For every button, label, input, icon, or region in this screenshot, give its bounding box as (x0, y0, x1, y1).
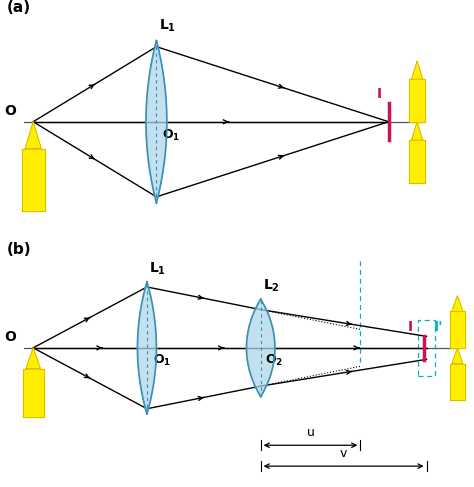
Text: (b): (b) (7, 242, 32, 257)
Text: $\mathbf{L_1}$: $\mathbf{L_1}$ (149, 260, 166, 277)
Text: O: O (5, 104, 17, 118)
Polygon shape (23, 369, 44, 417)
Text: (a): (a) (7, 0, 31, 15)
Polygon shape (26, 348, 40, 369)
Polygon shape (246, 299, 275, 396)
Text: I': I' (434, 320, 443, 334)
Polygon shape (22, 149, 45, 211)
Polygon shape (411, 61, 423, 79)
Text: $\mathbf{L_2}$: $\mathbf{L_2}$ (263, 278, 280, 294)
Text: v: v (340, 447, 347, 460)
Polygon shape (410, 140, 425, 183)
Polygon shape (452, 348, 463, 363)
Text: $\mathbf{L_1}$: $\mathbf{L_1}$ (159, 18, 176, 35)
Text: $\mathbf{O_1}$: $\mathbf{O_1}$ (153, 353, 171, 368)
Polygon shape (411, 122, 423, 140)
Text: $\mathbf{O_2}$: $\mathbf{O_2}$ (265, 353, 283, 368)
Polygon shape (146, 40, 167, 203)
Text: u: u (307, 426, 314, 439)
Text: O: O (5, 330, 17, 344)
Text: I: I (376, 88, 382, 101)
Polygon shape (410, 79, 425, 122)
Polygon shape (450, 363, 465, 400)
Text: I: I (408, 320, 412, 334)
Polygon shape (452, 296, 463, 311)
Text: $\mathbf{O_1}$: $\mathbf{O_1}$ (162, 128, 180, 143)
Polygon shape (25, 122, 41, 149)
Polygon shape (137, 282, 156, 414)
Polygon shape (450, 311, 465, 348)
